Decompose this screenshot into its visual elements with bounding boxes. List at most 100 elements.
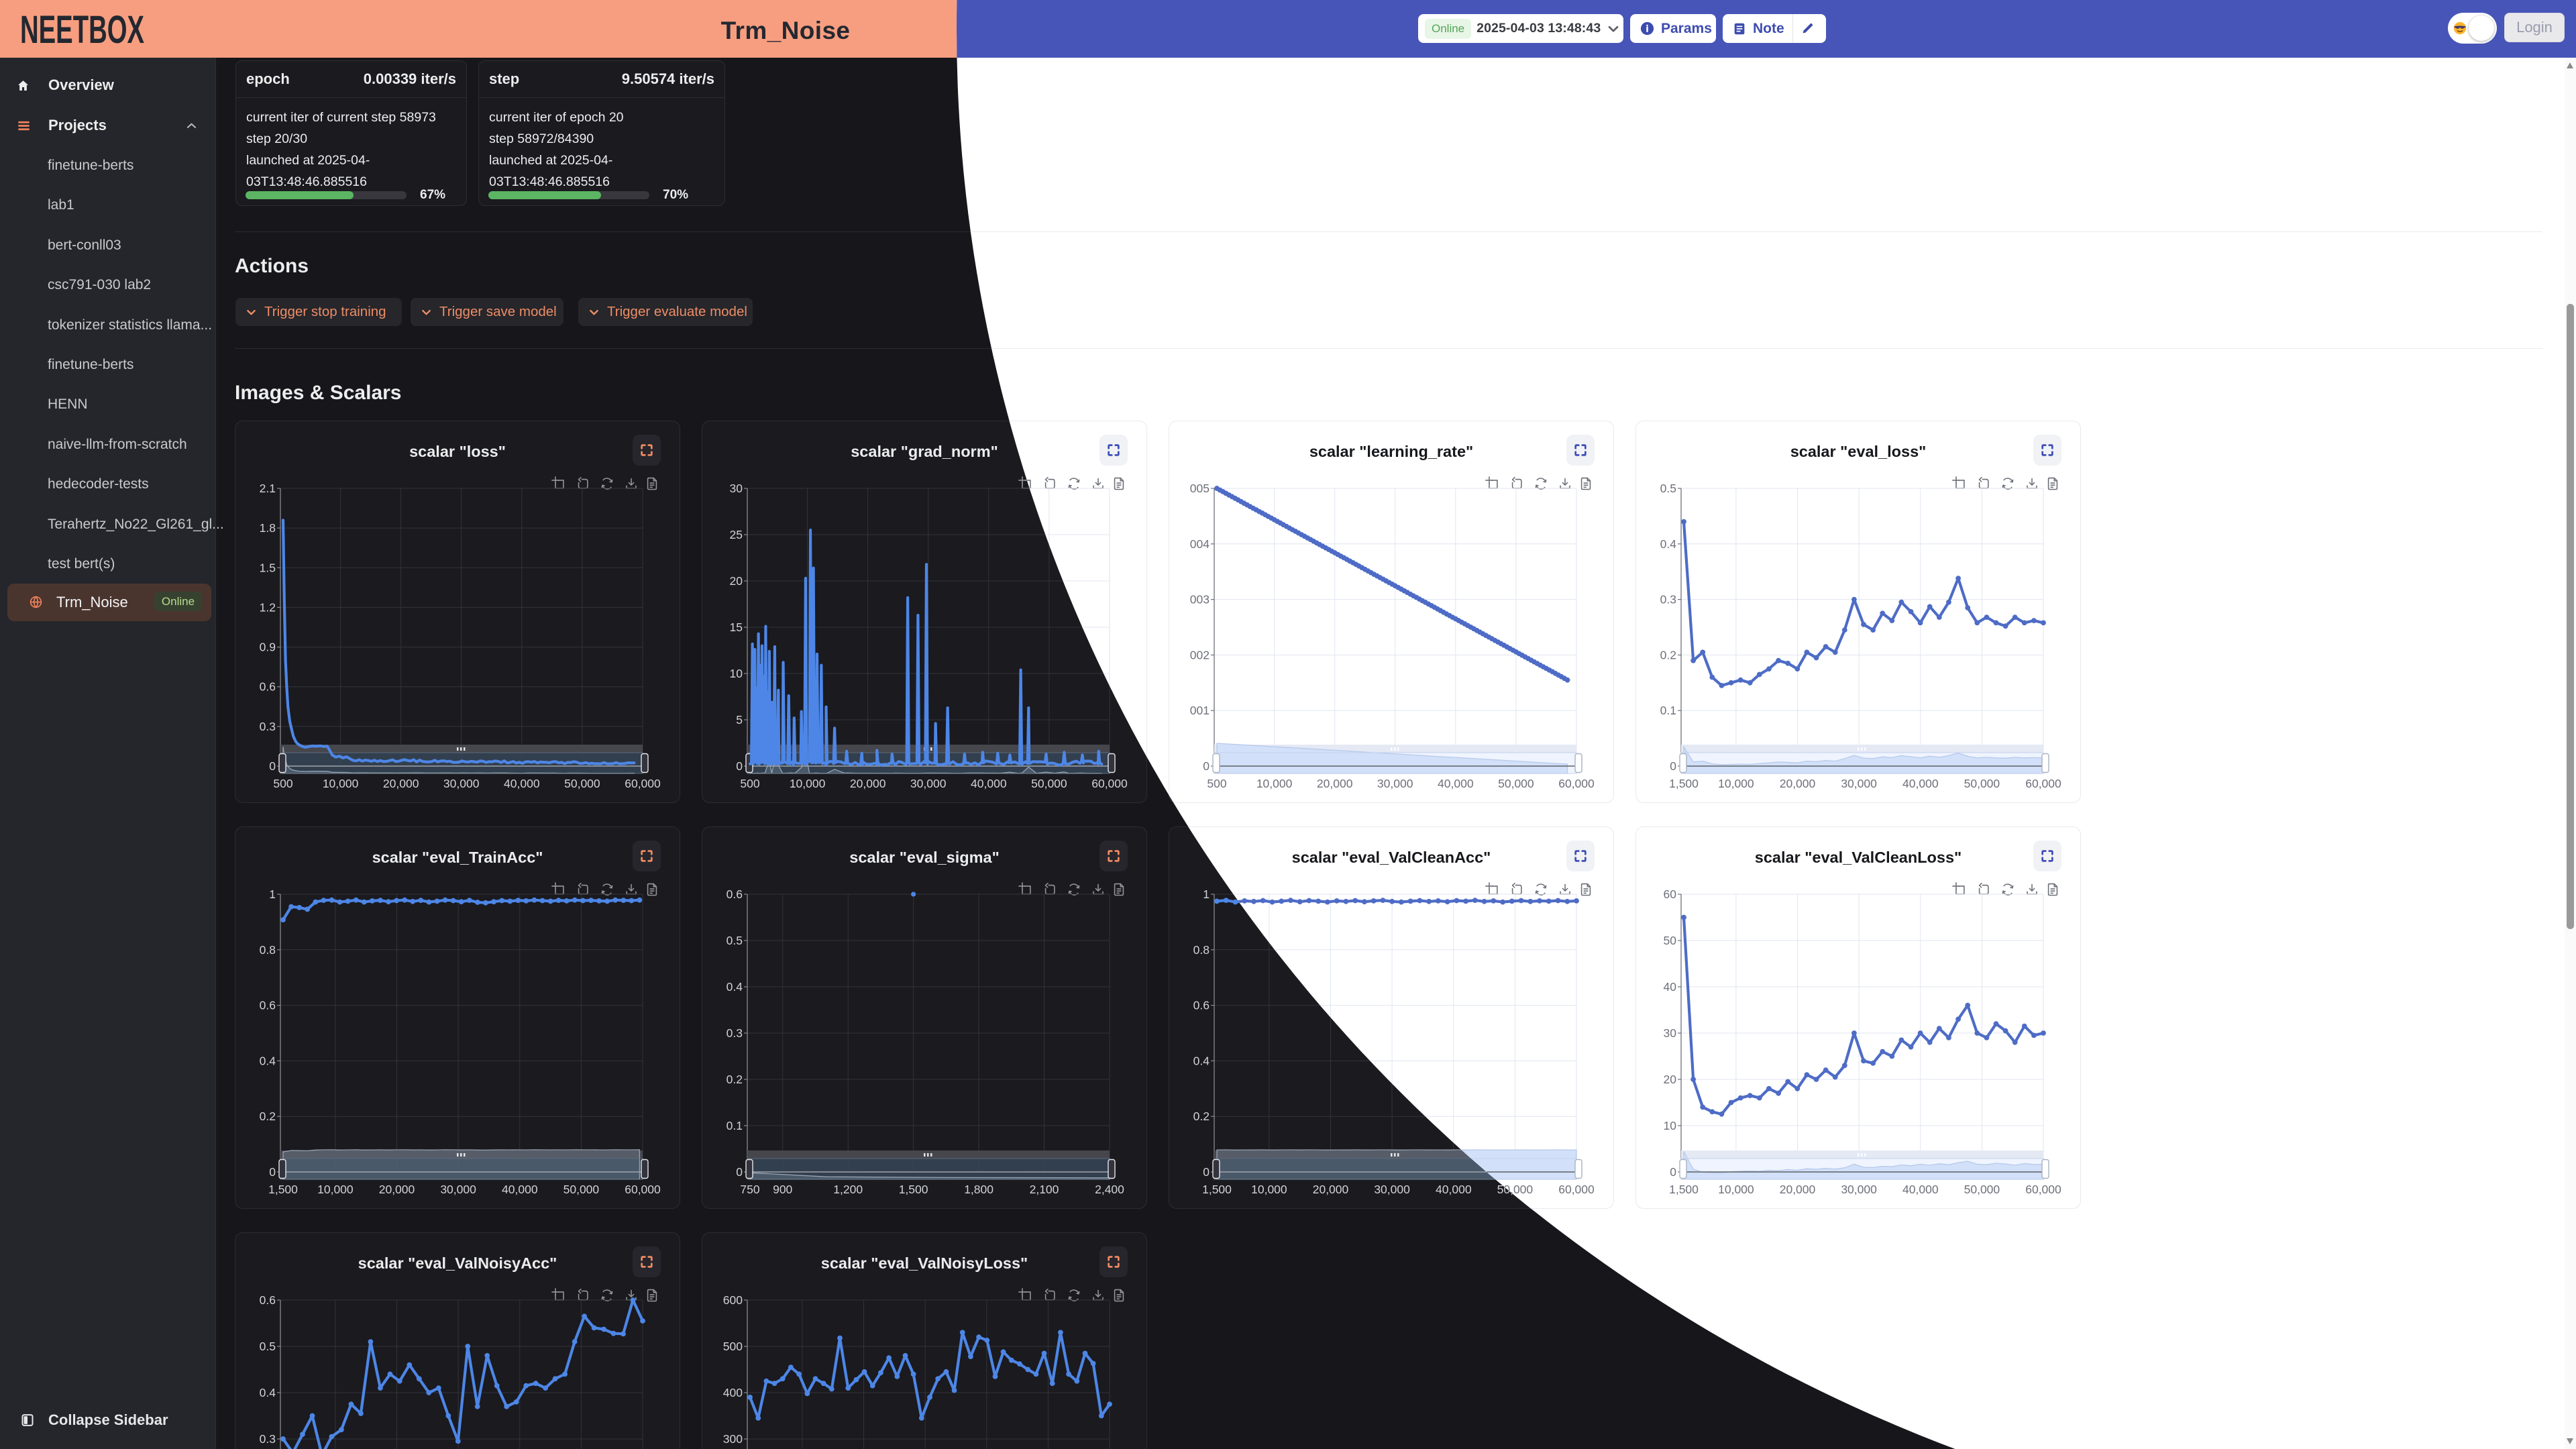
svg-text:1: 1 [269,888,276,901]
svg-text:30,000: 30,000 [1377,777,1413,790]
svg-text:0.4: 0.4 [727,980,743,994]
svg-text:5: 5 [736,713,743,727]
svg-text:2,100: 2,100 [1030,1183,1059,1196]
svg-text:50,000: 50,000 [564,777,600,790]
svg-text:60,000: 60,000 [625,1183,661,1196]
svg-text:60: 60 [1664,888,1677,901]
svg-text:0.3: 0.3 [260,720,276,733]
svg-text:20,000: 20,000 [1780,1183,1816,1196]
svg-text:1,500: 1,500 [1202,1183,1232,1196]
svg-text:40,000: 40,000 [1438,777,1474,790]
svg-text:500: 500 [1207,777,1226,790]
svg-text:50,000: 50,000 [1964,1183,2000,1196]
svg-text:40,000: 40,000 [504,777,540,790]
svg-text:50,000: 50,000 [564,1183,600,1196]
svg-text:60,000: 60,000 [2025,777,2061,790]
svg-text:0.5: 0.5 [260,1340,276,1353]
svg-text:0.1: 0.1 [727,1119,743,1132]
svg-text:0.6: 0.6 [1193,999,1210,1012]
svg-text:500: 500 [740,777,759,790]
svg-text:40,000: 40,000 [1902,1183,1939,1196]
svg-text:0.3: 0.3 [727,1026,743,1040]
svg-text:30,000: 30,000 [443,777,480,790]
svg-text:30,000: 30,000 [910,777,947,790]
svg-text:0: 0 [736,759,743,773]
svg-text:500: 500 [273,777,292,790]
svg-text:0.4: 0.4 [1660,537,1677,551]
svg-text:0.3: 0.3 [1660,593,1676,606]
svg-text:300: 300 [723,1432,743,1446]
svg-text:20,000: 20,000 [383,777,419,790]
svg-text:0.4: 0.4 [260,1386,276,1399]
svg-text:1,500: 1,500 [899,1183,928,1196]
svg-text:0.4: 0.4 [1193,1054,1210,1067]
svg-text:750: 750 [740,1183,759,1196]
svg-text:20: 20 [1664,1073,1677,1086]
svg-text:30,000: 30,000 [1841,1183,1877,1196]
svg-text:1,500: 1,500 [1669,777,1699,790]
svg-text:60,000: 60,000 [625,777,661,790]
svg-text:10,000: 10,000 [1256,777,1293,790]
svg-text:10,000: 10,000 [1718,1183,1754,1196]
svg-text:20,000: 20,000 [850,777,886,790]
svg-text:15: 15 [730,621,743,634]
svg-text:10: 10 [1664,1119,1677,1132]
svg-text:005: 005 [1190,482,1210,495]
svg-text:0.5: 0.5 [1660,482,1676,495]
svg-text:0: 0 [1203,1165,1210,1179]
svg-text:20,000: 20,000 [1317,777,1353,790]
svg-text:20: 20 [730,574,743,588]
svg-text:0.1: 0.1 [1660,704,1676,717]
svg-text:0.9: 0.9 [260,641,276,654]
svg-text:1.5: 1.5 [260,561,276,574]
svg-text:1,800: 1,800 [964,1183,994,1196]
svg-text:1.8: 1.8 [260,521,276,535]
svg-text:900: 900 [773,1183,792,1196]
svg-text:10,000: 10,000 [790,777,826,790]
svg-text:40,000: 40,000 [971,777,1007,790]
svg-text:10: 10 [730,667,743,680]
svg-text:10,000: 10,000 [317,1183,354,1196]
svg-text:0.2: 0.2 [260,1110,276,1123]
svg-text:0: 0 [736,1165,743,1179]
svg-text:40,000: 40,000 [1902,777,1939,790]
svg-text:60,000: 60,000 [1091,777,1128,790]
svg-text:0: 0 [269,1165,276,1179]
svg-text:0.6: 0.6 [260,999,276,1012]
svg-text:1.2: 1.2 [260,600,276,614]
svg-text:1,500: 1,500 [1669,1183,1699,1196]
svg-text:40,000: 40,000 [1436,1183,1472,1196]
svg-text:004: 004 [1190,537,1210,551]
svg-text:20,000: 20,000 [1780,777,1816,790]
svg-text:001: 001 [1190,704,1210,717]
svg-text:10,000: 10,000 [323,777,359,790]
svg-text:50,000: 50,000 [1498,777,1534,790]
svg-text:60,000: 60,000 [1558,1183,1595,1196]
svg-text:0: 0 [1203,759,1210,773]
svg-text:0.2: 0.2 [727,1073,743,1086]
svg-text:20,000: 20,000 [379,1183,415,1196]
svg-text:0: 0 [1670,759,1676,773]
svg-text:30,000: 30,000 [1374,1183,1410,1196]
svg-text:0.8: 0.8 [1193,943,1210,957]
svg-text:0: 0 [1670,1165,1676,1179]
svg-text:2,400: 2,400 [1095,1183,1124,1196]
svg-text:0.6: 0.6 [727,888,743,901]
svg-text:0.5: 0.5 [727,934,743,947]
svg-text:600: 600 [723,1293,743,1307]
svg-text:003: 003 [1190,593,1210,606]
svg-text:25: 25 [730,528,743,541]
svg-text:30,000: 30,000 [440,1183,476,1196]
svg-text:20,000: 20,000 [1313,1183,1349,1196]
svg-text:50: 50 [1664,934,1677,947]
svg-text:1: 1 [1203,888,1210,901]
svg-text:0.2: 0.2 [1193,1110,1210,1123]
svg-text:30,000: 30,000 [1841,777,1877,790]
svg-text:1,500: 1,500 [268,1183,298,1196]
svg-text:1,200: 1,200 [833,1183,863,1196]
svg-text:400: 400 [723,1386,743,1399]
svg-text:0.3: 0.3 [260,1432,276,1446]
svg-text:0.2: 0.2 [1660,648,1676,661]
svg-text:50,000: 50,000 [1964,777,2000,790]
svg-text:60,000: 60,000 [1558,777,1595,790]
